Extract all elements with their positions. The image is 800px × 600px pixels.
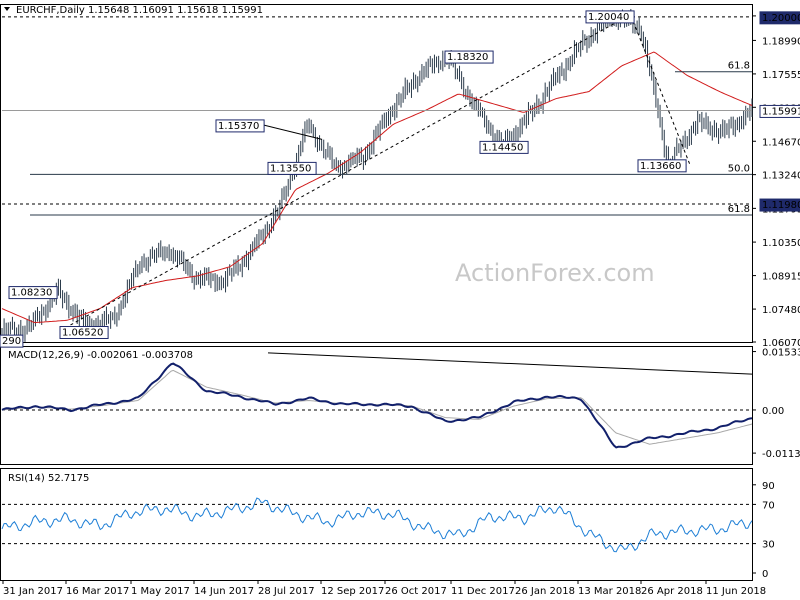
price-tick-label: 1.06070 xyxy=(762,338,800,349)
date-tick-label: 28 Jul 2017 xyxy=(258,586,315,597)
price-annotation-4: 1.14450 xyxy=(482,142,523,153)
date-tick-label: 26 Apr 2018 xyxy=(641,586,703,597)
macd-frame xyxy=(0,346,753,465)
price-annotation-5-box xyxy=(637,159,687,173)
price-tick-label: 1.07480 xyxy=(762,305,800,316)
rsi-tick-label: 90 xyxy=(762,481,775,492)
macd-title: MACD(12,26,9) -0.002061 -0.003708 xyxy=(8,350,193,361)
downtrend-dashed-line xyxy=(630,15,691,166)
rsi-frame xyxy=(0,468,753,581)
price-tick-label: 1.08915 xyxy=(762,272,800,283)
rsi-panel xyxy=(1,497,753,553)
price-frame xyxy=(0,4,753,343)
price-annotation-8-box xyxy=(0,334,24,348)
date-tick-label: 13 Mar 2018 xyxy=(578,586,641,597)
badge-1-11980-box xyxy=(759,198,800,212)
badge-1-20000-box xyxy=(759,11,800,25)
price-annotation-7: 1.06520 xyxy=(62,327,103,338)
date-tick-label: 16 Mar 2017 xyxy=(66,586,129,597)
rsi-line xyxy=(1,497,753,553)
macd-tick-label: 0.015338 xyxy=(762,348,800,359)
price-panel: 61.8 50.0 61.8 1.20040 1.18320 1.15370 1.13550… xyxy=(0,8,753,348)
fib-500-label: 50.0 xyxy=(728,163,750,174)
price-annotation-6-box xyxy=(8,286,58,300)
price-annotation-7-box xyxy=(59,325,109,339)
macd-tick-label: 0.00 xyxy=(762,406,784,417)
rsi-title: RSI(14) 52.7175 xyxy=(8,473,89,484)
rsi-tick-label: 30 xyxy=(762,540,775,551)
price-annotation-0-box xyxy=(585,10,635,24)
price-tick-label: 1.18990 xyxy=(762,36,800,47)
badge-1-11980: 1.11980 xyxy=(762,200,800,211)
date-tick-label: 31 Jan 2017 xyxy=(3,586,63,597)
price-annotation-3-box xyxy=(267,161,317,175)
macd-trendline xyxy=(267,352,753,375)
price-annotation-2: 1.15370 xyxy=(218,121,259,132)
fib-618-upper-label: 61.8 xyxy=(728,61,750,72)
price-tick-label: 1.14670 xyxy=(762,137,800,148)
price-annotation-6: 1.08230 xyxy=(11,288,52,299)
date-tick-label: 14 Jun 2017 xyxy=(194,586,254,597)
date-tick-label: 26 Oct 2017 xyxy=(385,586,447,597)
resistance-line xyxy=(262,124,323,140)
price-annotation-5: 1.13660 xyxy=(640,161,681,172)
price-annotation-1-box xyxy=(444,50,494,64)
price-tick-label: 1.10350 xyxy=(762,238,800,249)
watermark: ActionForex.com xyxy=(455,259,655,287)
date-tick-label: 1 May 2017 xyxy=(131,586,190,597)
price-annotation-2-box xyxy=(215,119,265,133)
date-tick-label: 11 Jun 2018 xyxy=(706,586,766,597)
price-tick-label: 1.17555 xyxy=(762,70,800,81)
dropdown-arrow-icon[interactable] xyxy=(4,7,10,11)
grid-layer xyxy=(0,4,753,581)
macd-line xyxy=(1,362,753,449)
date-tick-label: 11 Dec 2017 xyxy=(451,586,515,597)
uptrend-dashed-line xyxy=(59,15,629,332)
rsi-tick-label: 70 xyxy=(762,500,775,511)
axis-layer: 1.200401.189901.175551.161251.146701.132… xyxy=(2,11,800,597)
price-annotation-4-box xyxy=(479,140,529,154)
fib-618-lower-label: 61.8 xyxy=(728,204,750,215)
badge-current-price-box xyxy=(759,104,800,118)
rsi-tick-label: 0 xyxy=(762,569,768,580)
badge-current-price: 1.15991 xyxy=(762,106,800,117)
macd-panel xyxy=(1,352,753,449)
moving-average-line xyxy=(1,51,753,324)
price-annotation-3: 1.13550 xyxy=(270,163,311,174)
date-tick-label: 12 Sep 2017 xyxy=(321,586,384,597)
badge-1-20000: 1.20000 xyxy=(762,13,800,24)
price-tick-label: 1.13240 xyxy=(762,171,800,182)
date-tick-label: 26 Jan 2018 xyxy=(515,586,575,597)
price-annotation-8: 290 xyxy=(2,336,21,347)
macd-tick-label: -0.01134 xyxy=(762,449,800,460)
chart-title: EURCHF,Daily 1.15648 1.16091 1.15618 1.1… xyxy=(16,5,263,16)
price-annotation-1: 1.18320 xyxy=(447,52,488,63)
price-annotation-0: 1.20040 xyxy=(588,12,629,23)
